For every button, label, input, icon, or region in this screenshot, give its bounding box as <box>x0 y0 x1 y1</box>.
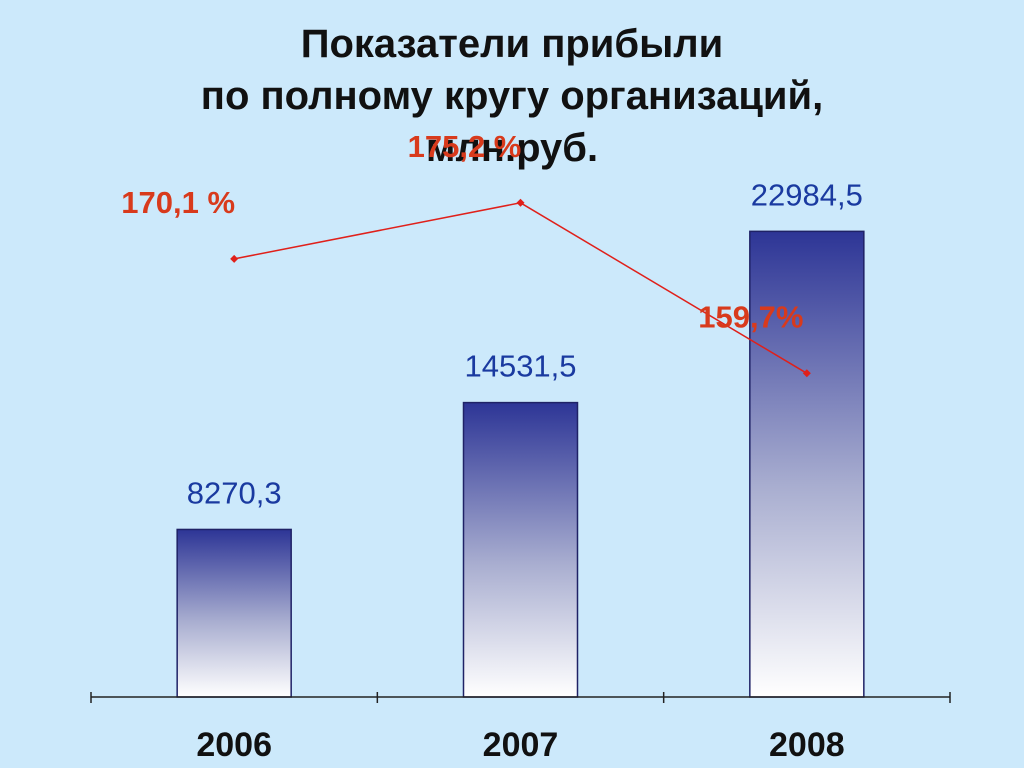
bar-value-label-2006: 8270,3 <box>187 475 282 510</box>
chart-title: Показатели прибыли по полному кругу орга… <box>0 18 1024 174</box>
bar-2006 <box>176 528 292 698</box>
growth-rate-label-2007: 175,2 % <box>408 129 522 164</box>
bar-value-label-2007: 14531,5 <box>464 349 576 384</box>
bar-value-label-2008: 22984,5 <box>751 177 863 212</box>
bar-2008 <box>749 230 865 698</box>
title-line-1: Показатели прибыли <box>300 22 724 66</box>
growth-rate-label-2006: 170,1 % <box>121 185 235 220</box>
growth-rate-point-2007 <box>516 198 525 207</box>
title-line-2: по полному кругу организаций, <box>200 74 824 118</box>
growth-rate-label-2008: 159,7% <box>698 299 803 334</box>
x-tick-label-2007: 2007 <box>483 726 559 764</box>
growth-rate-point-2008 <box>802 369 811 378</box>
growth-rate-point-2006 <box>230 254 239 263</box>
x-tick-label-2006: 2006 <box>196 726 272 764</box>
title-line-3: млн.руб. <box>425 126 599 170</box>
x-tick-label-2008: 2008 <box>769 726 845 764</box>
bar-2007 <box>462 401 579 698</box>
